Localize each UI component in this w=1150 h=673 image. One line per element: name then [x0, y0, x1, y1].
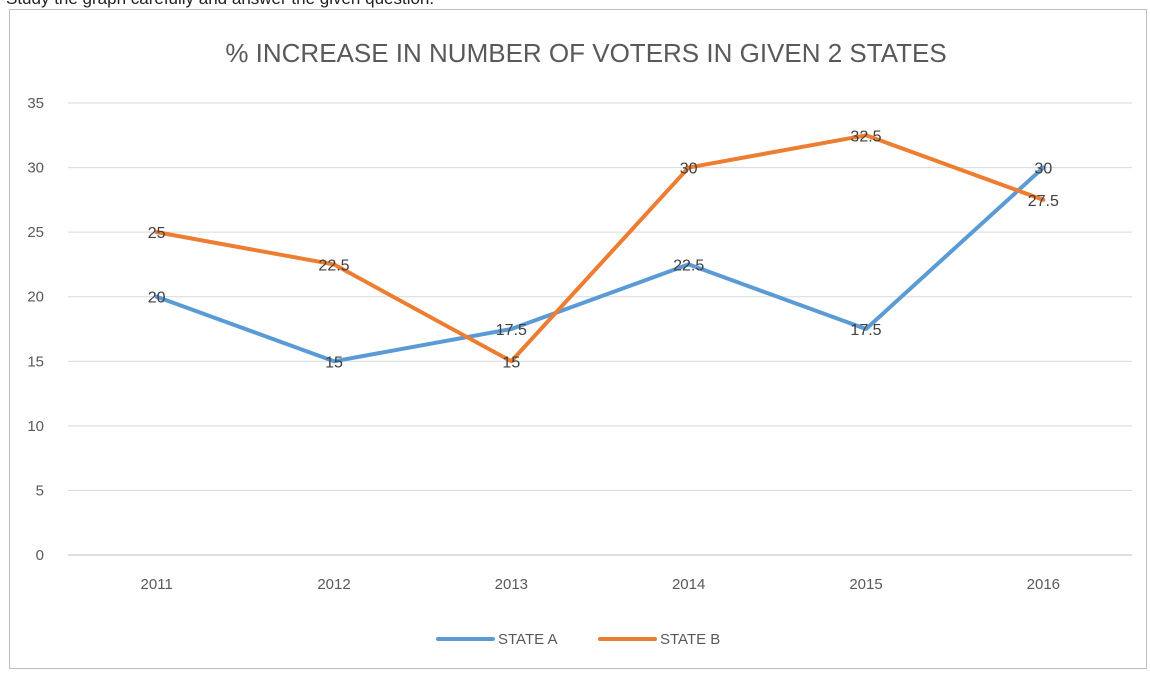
x-tick-label: 2012 [317, 576, 350, 593]
series-line-state-b [154, 133, 1046, 364]
y-tick-label: 20 [27, 289, 44, 306]
x-tick-label: 2011 [141, 576, 173, 593]
data-label: 17.5 [496, 322, 527, 339]
data-label: 15 [502, 354, 520, 371]
series-lines [154, 133, 1046, 364]
x-tick-label: 2014 [672, 576, 705, 593]
x-tick-label: 2016 [1027, 576, 1060, 593]
y-tick-label: 30 [27, 160, 44, 177]
data-labels: 20 15 17.5 22.5 17.5 30 25 22.5 15 30 32.5 27.5 [148, 128, 1059, 371]
legend-label: STATE B [660, 631, 720, 648]
x-tick-label: 2015 [849, 576, 882, 593]
legend: STATE A STATE B [436, 631, 720, 648]
data-label: 15 [325, 354, 343, 371]
y-tick-label: 0 [36, 547, 44, 564]
y-tick-label: 15 [27, 353, 44, 370]
y-tick-label: 25 [27, 224, 44, 241]
chart-frame: % INCREASE IN NUMBER OF VOTERS IN GIVEN … [9, 9, 1147, 669]
y-tick-label: 10 [27, 418, 44, 435]
gridlines [68, 102, 1132, 556]
data-label: 27.5 [1028, 193, 1059, 210]
data-label: 30 [680, 161, 698, 178]
data-label: 30 [1034, 161, 1052, 178]
y-tick-label: 5 [36, 482, 44, 499]
data-label: 32.5 [850, 128, 881, 145]
data-label: 17.5 [850, 322, 881, 339]
data-label: 20 [148, 290, 166, 307]
chart-title: % INCREASE IN NUMBER OF VOTERS IN GIVEN … [225, 38, 946, 68]
data-label: 25 [148, 225, 166, 242]
question-caption: Study the graph carefully and answer the… [6, 0, 434, 9]
line-chart: % INCREASE IN NUMBER OF VOTERS IN GIVEN … [27, 38, 1132, 648]
x-tick-label: 2013 [495, 576, 528, 593]
series-line-state-a [154, 165, 1046, 364]
x-axis-ticks: 2011 2012 2013 2014 2015 2016 [141, 576, 1060, 593]
data-label: 22.5 [318, 257, 349, 274]
y-axis-ticks: 0 5 10 15 20 25 30 35 [27, 95, 44, 564]
legend-label: STATE A [498, 631, 557, 648]
data-label: 22.5 [673, 257, 704, 274]
y-tick-label: 35 [27, 95, 44, 112]
